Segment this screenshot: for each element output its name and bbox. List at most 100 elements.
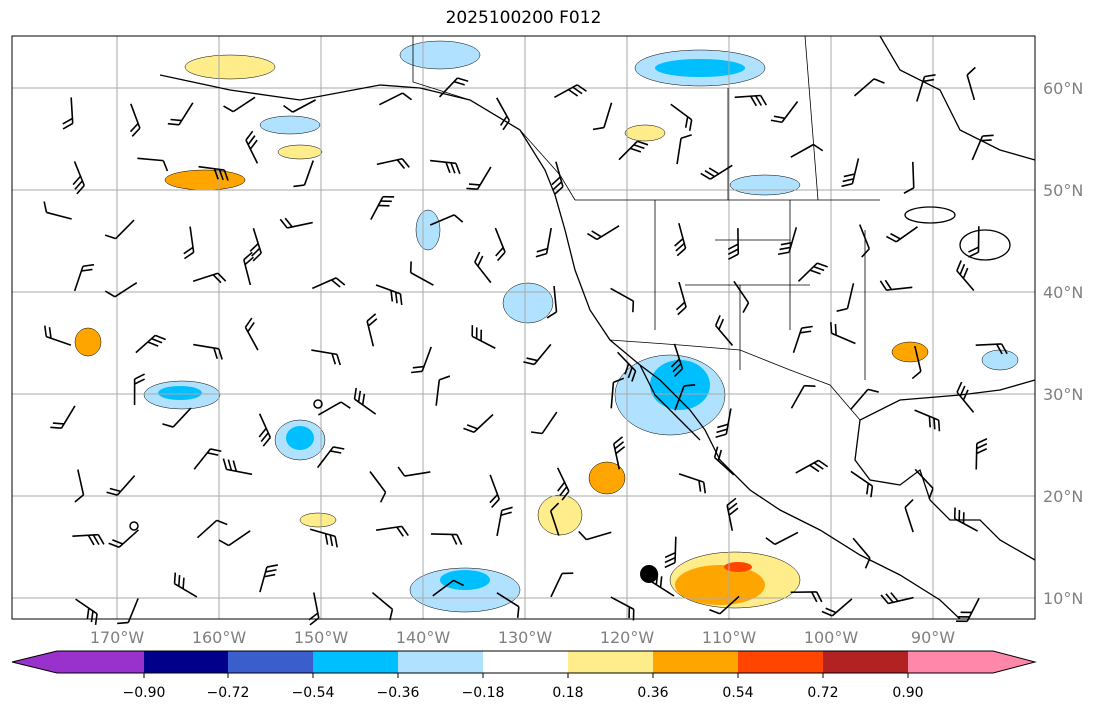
wind-barb bbox=[375, 525, 409, 537]
wind-barb bbox=[610, 287, 635, 313]
contour-positive bbox=[588, 461, 626, 495]
wind-barb bbox=[429, 159, 461, 175]
wind-barb bbox=[411, 346, 432, 374]
contour-negative bbox=[502, 282, 554, 324]
borders bbox=[412, 35, 880, 421]
wind-barb bbox=[770, 101, 799, 124]
wind-barb bbox=[904, 499, 914, 533]
wind-barb bbox=[836, 283, 855, 312]
wind-barb bbox=[193, 343, 223, 360]
wind-barb bbox=[709, 595, 740, 615]
wind-barbs bbox=[43, 66, 1008, 626]
wind-barb bbox=[471, 325, 496, 349]
wind-barb bbox=[245, 130, 259, 164]
wind-barb bbox=[733, 280, 750, 313]
wind-barb bbox=[496, 97, 511, 131]
wind-barb bbox=[714, 314, 734, 346]
colorbar-segment bbox=[738, 651, 823, 673]
wind-barb bbox=[489, 474, 501, 508]
lat-label: 60°N bbox=[1043, 79, 1083, 98]
contour-negative bbox=[399, 40, 481, 70]
wind-barb bbox=[975, 438, 988, 470]
colorbar-extend-min bbox=[12, 651, 57, 673]
wind-barb bbox=[167, 102, 194, 126]
wind-barb bbox=[258, 413, 272, 447]
lon-label: 120°W bbox=[600, 628, 655, 647]
colorbar-extend-max bbox=[993, 651, 1035, 673]
wind-barb bbox=[183, 226, 195, 260]
contour-positive bbox=[724, 562, 752, 572]
wind-barb bbox=[43, 201, 72, 220]
lat-label: 30°N bbox=[1043, 385, 1083, 404]
wind-barb bbox=[466, 166, 492, 191]
wind-barb bbox=[50, 405, 76, 429]
wind-barb bbox=[850, 470, 874, 498]
wind-barb bbox=[353, 387, 377, 415]
wind-barb bbox=[173, 572, 198, 598]
colorbar-segment bbox=[144, 651, 228, 673]
wind-barb bbox=[104, 282, 138, 298]
wind-barb bbox=[259, 564, 279, 593]
wind-barb bbox=[914, 409, 941, 432]
colorbar-segment bbox=[568, 651, 653, 673]
wind-barb bbox=[108, 529, 139, 549]
wind-barb bbox=[429, 214, 464, 226]
colorbar-segment bbox=[398, 651, 483, 673]
wind-barb bbox=[196, 519, 228, 539]
contour-positive bbox=[299, 512, 337, 528]
wind-barb bbox=[530, 411, 558, 435]
wind-barb bbox=[968, 226, 980, 258]
map-title: 2025100200 F012 bbox=[445, 8, 602, 28]
contour-positive bbox=[184, 54, 276, 80]
wind-barb bbox=[830, 322, 856, 345]
wind-barb bbox=[249, 228, 262, 262]
wind-barb bbox=[369, 471, 387, 503]
wind-barb bbox=[841, 158, 860, 188]
wind-barb bbox=[546, 286, 558, 319]
lon-label: 170°W bbox=[90, 628, 145, 647]
wind-barb bbox=[308, 592, 320, 626]
wind-barb bbox=[293, 160, 314, 188]
contour-positive bbox=[277, 144, 323, 160]
wind-barb bbox=[218, 530, 251, 547]
wind-barb bbox=[371, 592, 394, 621]
wind-barb bbox=[72, 533, 105, 546]
wind-barb bbox=[133, 373, 145, 406]
wind-barb bbox=[792, 325, 813, 354]
wind-barb bbox=[366, 313, 378, 347]
wind-barb bbox=[610, 377, 625, 409]
map-frame bbox=[11, 35, 1036, 620]
wind-barb bbox=[75, 598, 98, 625]
wind-barb bbox=[858, 224, 871, 258]
contour-negative bbox=[655, 59, 745, 77]
colorbar-tick-label: −0.18 bbox=[462, 685, 505, 701]
lat-label: 20°N bbox=[1043, 487, 1083, 506]
contour-positive bbox=[537, 494, 583, 536]
wind-barb bbox=[670, 343, 684, 378]
colorbar: −0.90 −0.72 −0.54 −0.36 −0.18 0.18 0.36 0.54 0.7… bbox=[11, 650, 1037, 701]
wind-barb bbox=[613, 436, 626, 470]
wind-barb bbox=[674, 222, 687, 257]
wind-barb bbox=[438, 77, 469, 98]
calm-wind-marker bbox=[129, 521, 139, 531]
colorbar-tick-label: −0.72 bbox=[207, 685, 250, 701]
colorbar-segment bbox=[483, 651, 568, 673]
wind-barb bbox=[376, 157, 410, 169]
wind-barb bbox=[886, 226, 918, 243]
wind-barb bbox=[675, 281, 687, 316]
wind-barb bbox=[430, 533, 463, 545]
wind-barb bbox=[821, 598, 853, 617]
contour-fills bbox=[74, 40, 1019, 613]
wind-barb bbox=[379, 92, 413, 106]
wind-barb bbox=[432, 579, 464, 597]
lon-label: 150°W bbox=[294, 628, 349, 647]
longitude-labels: 170°W 160°W 150°W 140°W 130°W 120°W 110°W 100°W… bbox=[90, 628, 955, 647]
wind-barb bbox=[551, 161, 564, 195]
wind-barb bbox=[223, 96, 256, 113]
wind-barb bbox=[726, 497, 739, 531]
station-marker bbox=[640, 565, 658, 583]
wind-barb bbox=[795, 459, 829, 474]
wind-barb bbox=[765, 531, 799, 546]
contour-negative bbox=[415, 209, 441, 251]
colorbar-segment bbox=[823, 651, 908, 673]
